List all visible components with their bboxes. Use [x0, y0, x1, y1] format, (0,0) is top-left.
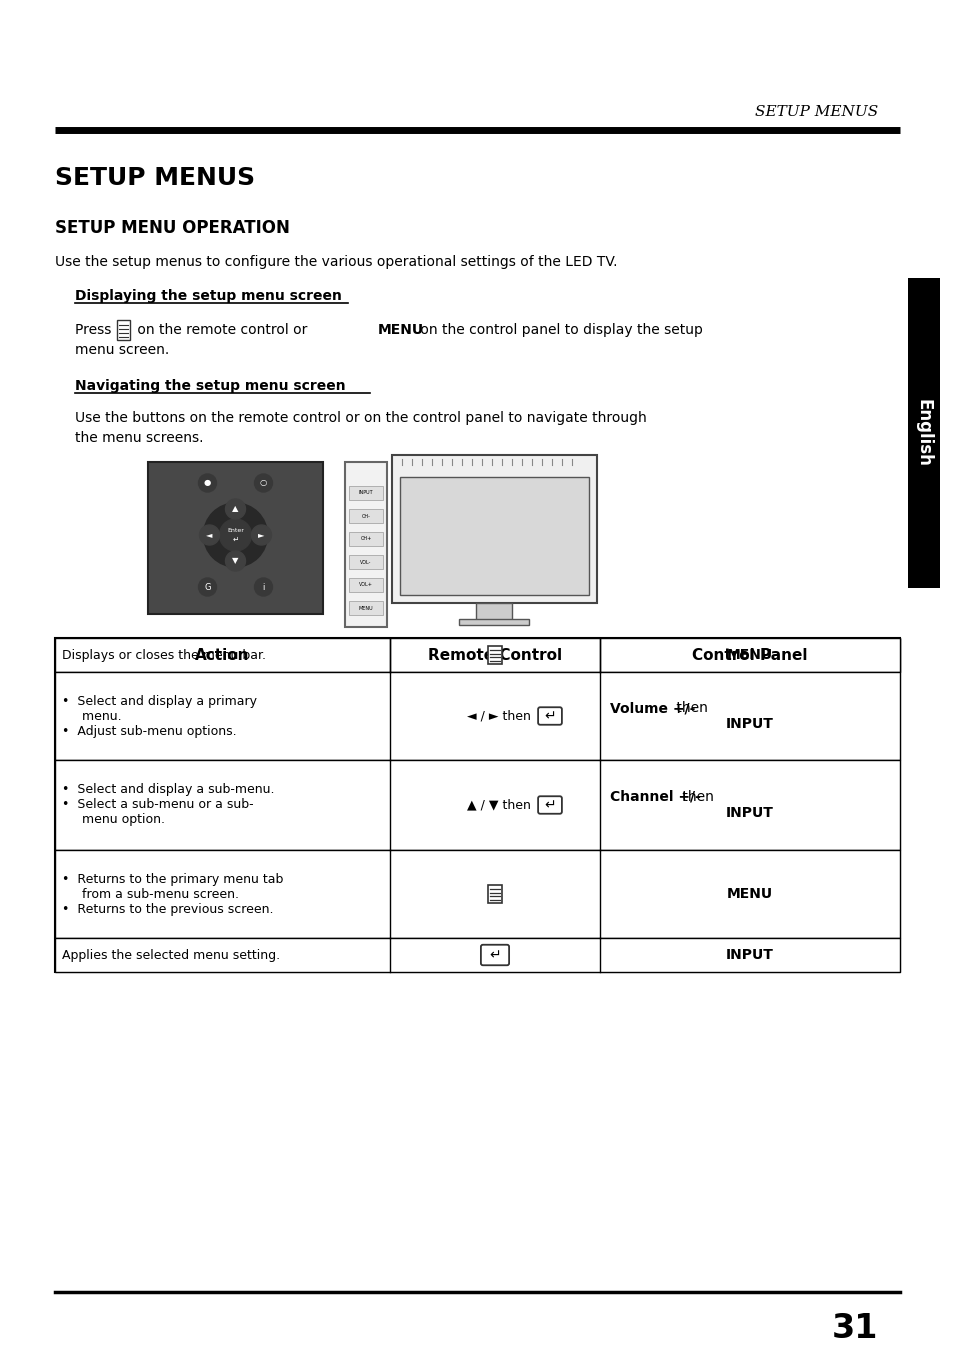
Text: Channel +/-: Channel +/- — [609, 790, 700, 804]
Text: INPUT: INPUT — [725, 717, 773, 731]
Text: English: English — [914, 399, 932, 466]
Text: •  Select and display a sub-menu.: • Select and display a sub-menu. — [62, 784, 274, 796]
Bar — [55, 760, 899, 850]
Text: on the control panel to display the setup: on the control panel to display the setu… — [416, 323, 702, 337]
Text: ◄ / ► then: ◄ / ► then — [467, 710, 530, 722]
Bar — [392, 456, 597, 603]
Text: Applies the selected menu setting.: Applies the selected menu setting. — [62, 949, 280, 961]
Bar — [55, 938, 899, 972]
Text: i: i — [262, 583, 264, 592]
Text: ●: ● — [204, 479, 211, 488]
Circle shape — [254, 475, 273, 492]
Text: MENU: MENU — [377, 323, 424, 337]
Bar — [349, 531, 382, 546]
Text: Remote Control: Remote Control — [428, 648, 561, 662]
Text: CH-: CH- — [361, 514, 370, 519]
Text: Control Panel: Control Panel — [692, 648, 807, 662]
Text: MENU: MENU — [358, 606, 373, 611]
Text: VOL-: VOL- — [360, 560, 372, 565]
Bar — [349, 602, 382, 615]
Text: from a sub-menu screen.: from a sub-menu screen. — [62, 887, 239, 900]
Text: INPUT: INPUT — [358, 491, 373, 495]
Bar — [349, 485, 382, 500]
Text: •  Select a sub-menu or a sub-: • Select a sub-menu or a sub- — [62, 799, 253, 811]
Circle shape — [198, 579, 216, 596]
Text: •  Select and display a primary: • Select and display a primary — [62, 695, 256, 707]
Text: ▼: ▼ — [232, 557, 238, 565]
Bar — [349, 579, 382, 592]
Bar — [117, 320, 130, 339]
Circle shape — [198, 475, 216, 492]
Bar — [349, 556, 382, 569]
Bar — [349, 508, 382, 523]
Text: on the remote control or: on the remote control or — [132, 323, 312, 337]
Text: ►: ► — [258, 530, 265, 539]
FancyBboxPatch shape — [480, 945, 509, 965]
Text: ↵: ↵ — [489, 948, 500, 963]
Text: •  Returns to the previous screen.: • Returns to the previous screen. — [62, 903, 274, 915]
Text: ▲ / ▼ then: ▲ / ▼ then — [467, 799, 530, 811]
Circle shape — [199, 525, 219, 545]
Text: SETUP MENU OPERATION: SETUP MENU OPERATION — [55, 219, 290, 237]
Text: MENU: MENU — [726, 648, 772, 662]
Circle shape — [203, 503, 267, 566]
Text: Enter: Enter — [227, 529, 244, 534]
Text: INPUT: INPUT — [725, 948, 773, 963]
Bar — [476, 603, 512, 621]
Text: Action: Action — [195, 648, 250, 662]
Text: ○: ○ — [259, 479, 267, 488]
Bar — [55, 672, 899, 760]
Text: 31: 31 — [831, 1311, 877, 1344]
Text: CH+: CH+ — [360, 537, 372, 542]
Text: VOL+: VOL+ — [358, 583, 373, 588]
Text: ▲: ▲ — [232, 504, 238, 514]
Bar — [55, 850, 899, 938]
Text: MENU: MENU — [726, 887, 772, 900]
Text: Press: Press — [75, 323, 120, 337]
Text: menu screen.: menu screen. — [75, 343, 169, 357]
Bar — [458, 619, 529, 625]
Text: menu option.: menu option. — [62, 814, 165, 826]
Bar — [55, 638, 899, 972]
Text: G: G — [204, 583, 211, 592]
Text: menu.: menu. — [62, 710, 121, 722]
Bar — [345, 462, 387, 627]
Bar — [148, 462, 323, 614]
Bar — [55, 638, 899, 672]
Text: SETUP MENUS: SETUP MENUS — [55, 166, 254, 191]
Circle shape — [254, 579, 273, 596]
Text: Displays or closes the menu bar.: Displays or closes the menu bar. — [62, 649, 266, 661]
Circle shape — [225, 552, 245, 571]
Bar — [488, 646, 501, 664]
Text: then: then — [671, 700, 707, 715]
Text: the menu screens.: the menu screens. — [75, 431, 203, 445]
Text: SETUP MENUS: SETUP MENUS — [754, 105, 877, 119]
Text: ↵: ↵ — [543, 798, 556, 813]
Bar — [55, 638, 899, 672]
Circle shape — [225, 499, 245, 519]
Text: then: then — [678, 790, 714, 804]
Text: Displaying the setup menu screen: Displaying the setup menu screen — [75, 289, 341, 303]
Text: •  Returns to the primary menu tab: • Returns to the primary menu tab — [62, 872, 283, 886]
Text: Navigating the setup menu screen: Navigating the setup menu screen — [75, 379, 345, 393]
Text: ◄: ◄ — [206, 530, 213, 539]
Text: Volume +/-: Volume +/- — [609, 700, 695, 715]
Bar — [399, 477, 588, 595]
Bar — [488, 886, 501, 903]
Circle shape — [219, 519, 252, 552]
FancyBboxPatch shape — [537, 707, 561, 725]
Circle shape — [252, 525, 272, 545]
Text: ↵: ↵ — [543, 708, 556, 723]
Text: ↵: ↵ — [233, 534, 238, 544]
Text: Use the setup menus to configure the various operational settings of the LED TV.: Use the setup menus to configure the var… — [55, 256, 617, 269]
Text: Use the buttons on the remote control or on the control panel to navigate throug: Use the buttons on the remote control or… — [75, 411, 646, 425]
FancyBboxPatch shape — [537, 796, 561, 814]
Text: •  Adjust sub-menu options.: • Adjust sub-menu options. — [62, 725, 236, 737]
Bar — [907, 279, 939, 588]
Text: INPUT: INPUT — [725, 806, 773, 821]
